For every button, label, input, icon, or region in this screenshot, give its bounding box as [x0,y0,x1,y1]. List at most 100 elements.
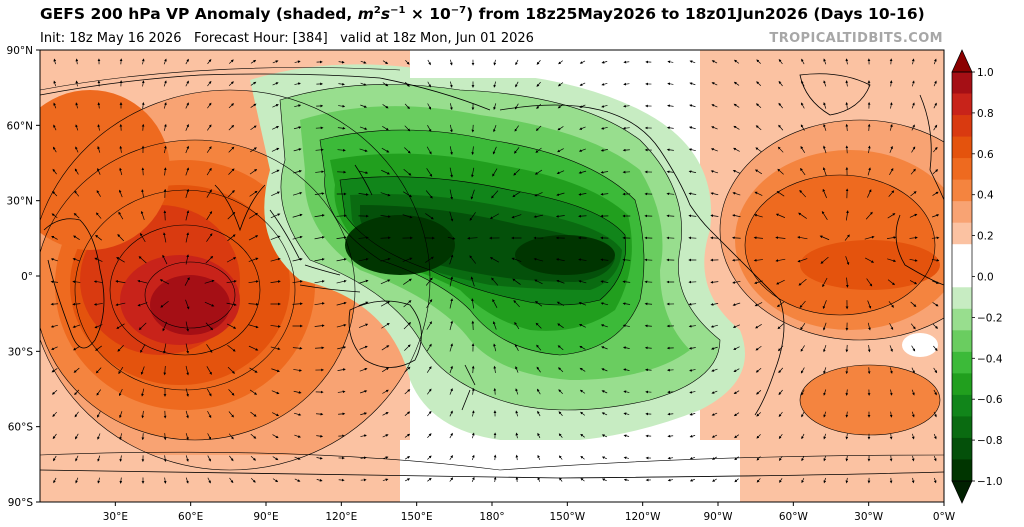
wind-arrow [402,214,413,219]
wind-arrow [711,368,718,372]
wind-arrow [732,324,740,328]
wind-arrow [272,412,280,417]
wind-arrow [163,167,167,176]
wind-arrow [756,412,761,417]
wind-arrow [358,323,369,328]
wind-arrow [578,302,587,306]
wind-arrow [53,124,57,131]
wind-arrow [889,389,893,396]
wind-arrow [469,255,477,264]
wind-arrow [96,190,101,197]
wind-arrow [776,191,785,197]
wind-arrow [515,454,519,461]
wind-arrow [294,60,301,64]
wind-arrow [404,125,411,132]
wind-arrow [845,433,849,440]
wind-arrow [97,455,101,462]
wind-arrow [931,236,940,240]
wind-arrow [137,302,148,307]
wind-arrow [754,169,763,175]
wind-arrow [601,346,608,350]
wind-arrow [97,477,101,484]
wind-arrow [710,192,719,196]
wind-arrow [711,456,718,460]
wind-arrow [380,279,391,285]
wind-arrow [140,366,145,375]
wind-arrow [314,280,325,284]
latitude-labels: 90°N 60°N 30°N 0° 30°S 60°S 90°S [7,45,40,509]
wind-arrow [756,59,761,64]
wind-arrow [600,126,608,130]
wind-arrow [53,102,57,109]
wind-arrow [97,102,101,109]
wind-arrow [293,390,302,394]
wind-arrow [116,323,125,329]
colorbar: 1.0 0.8 0.6 0.4 0.2 0.0 −0.2 −0.4 −0.6 −0.8 −1.0 [951,49,1003,504]
wind-arrow [52,433,57,440]
wind-arrow [381,169,391,175]
wind-arrow [380,257,391,262]
wind-arrow [226,257,237,263]
wind-arrow [204,279,215,284]
wind-arrow [578,214,587,218]
wind-arrow [140,210,145,220]
wind-arrow [689,82,696,86]
colorbar-segment [952,158,972,181]
wind-arrow [272,82,279,86]
colorbar-tick-label: 1.0 [977,67,994,79]
wind-arrow [404,81,410,87]
wind-arrow [623,412,630,416]
wind-arrow [622,126,630,130]
wind-arrow [493,365,497,373]
wind-arrow [250,433,257,439]
wind-arrow [206,167,212,176]
wind-arrow [163,80,167,87]
wind-arrow [512,191,521,198]
wind-arrow [711,412,718,416]
wind-arrow [163,477,167,484]
wind-arrow [933,80,937,87]
south-atlantic-maximum [800,365,940,435]
colorbar-segment [952,136,972,159]
run-info: Init: 18z May 16 2026 Forecast Hour: [38… [40,31,534,46]
wind-arrow [292,191,303,196]
wind-arrow [185,145,189,154]
wind-arrow [865,211,873,220]
wind-arrow [537,410,541,417]
wind-arrow [889,411,893,418]
wind-arrow [823,145,827,154]
wind-arrow [449,211,454,222]
lat-label: 30°S [8,346,34,358]
lon-label: 60°E [178,511,203,523]
wind-arrow [185,58,189,65]
wind-arrow [799,300,806,309]
wind-arrow [534,279,543,285]
wind-arrow [381,345,390,351]
wind-arrow [206,344,213,353]
wind-arrow [95,212,102,219]
wind-arrow [74,411,79,418]
colorbar-tick-label: 0.8 [977,108,994,120]
wind-arrow [73,212,80,219]
colorbar-tick-label: −0.6 [977,394,1003,406]
wind-arrow [72,280,81,284]
wind-arrow [798,212,807,219]
wind-arrow [822,300,827,310]
wind-arrow [667,456,674,460]
wind-arrow [756,81,762,86]
wind-arrow [427,477,432,482]
wind-arrow [360,456,367,460]
wind-arrow [755,125,762,131]
lon-label: 150°W [549,511,585,523]
wind-arrow [800,322,806,330]
wind-arrow [710,302,719,306]
wind-arrow [141,189,145,198]
wind-arrow [358,193,369,196]
wind-arrow [337,148,346,152]
wind-arrow [380,192,391,197]
wind-arrow [471,476,475,482]
wind-arrow [754,191,763,196]
wind-arrow [294,456,301,460]
colorbar-tick-label: 0.4 [977,190,994,202]
wind-arrow [600,148,608,152]
